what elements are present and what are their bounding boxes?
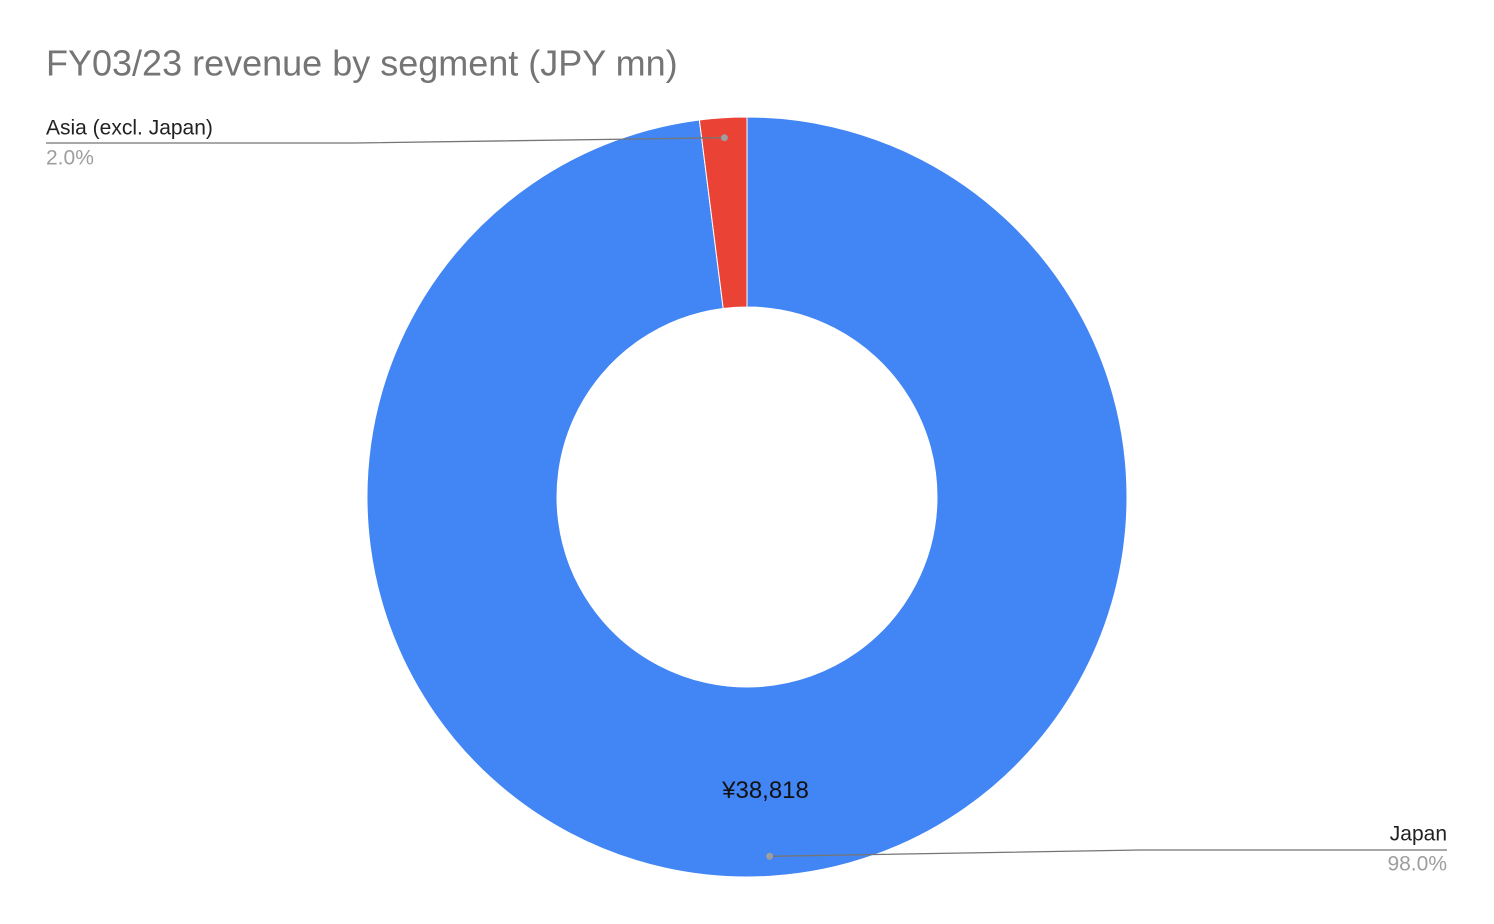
leader-dot [766, 852, 774, 860]
leader-line [46, 137, 725, 144]
slice-percent: 2.0% [46, 147, 94, 170]
slice-label: Asia (excl. Japan) [46, 117, 213, 140]
slice-label: Japan [1390, 823, 1447, 846]
donut-slice [366, 116, 1128, 878]
leader-dot [720, 134, 728, 142]
value-label: ¥38,818 [721, 777, 809, 804]
slice-percent: 98.0% [1387, 853, 1447, 876]
donut-slice [698, 116, 748, 310]
chart-title: FY03/23 revenue by segment (JPY mn) [46, 43, 678, 84]
leader-line [769, 849, 1447, 857]
